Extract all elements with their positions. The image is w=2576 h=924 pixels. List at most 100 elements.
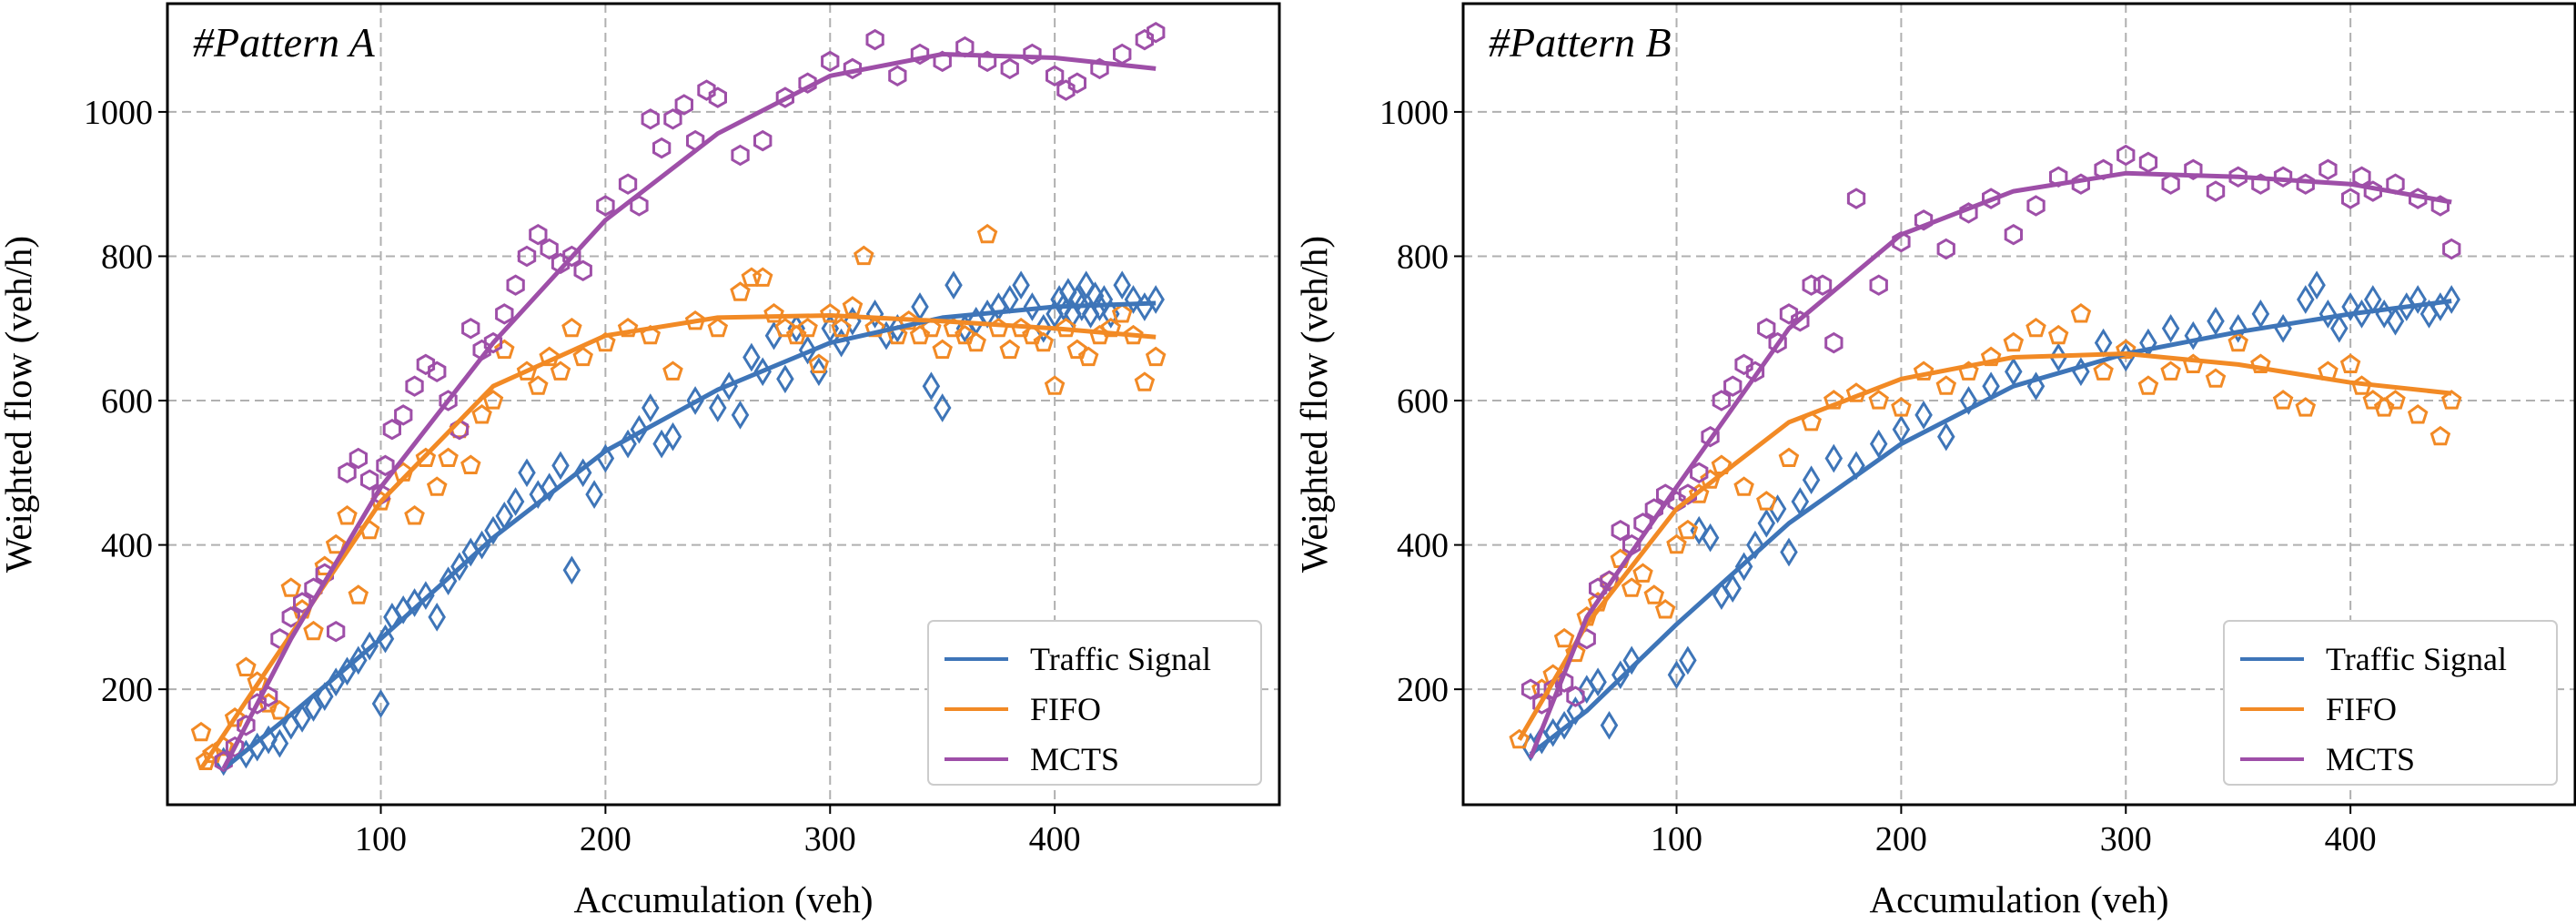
data-point [1937, 421, 1955, 452]
data-point [1723, 375, 1743, 397]
data-point [976, 223, 998, 244]
data-point [1846, 188, 1866, 209]
data-point [1823, 390, 1844, 410]
plot-frame [1461, 2, 2576, 807]
data-point [1621, 577, 1642, 597]
data-point [2228, 313, 2248, 343]
data-point [1869, 274, 1888, 296]
data-point [2025, 317, 2046, 338]
data-point [494, 339, 515, 360]
data-point [225, 736, 245, 758]
legend: Traffic Signal FIFO MCTS [927, 620, 1262, 786]
data-point [1712, 390, 1732, 411]
data-point [528, 375, 549, 395]
data-point [785, 324, 807, 345]
legend-label: MCTS [1030, 741, 1119, 777]
data-point [471, 404, 492, 424]
data-point [2161, 173, 2180, 195]
data-point [2297, 285, 2315, 314]
trend-line-traffic-signal [1529, 299, 2452, 756]
data-point [797, 317, 818, 338]
data-point [820, 303, 841, 323]
data-point [865, 300, 884, 329]
data-point [2373, 397, 2395, 417]
data-point [539, 346, 560, 367]
series-layer [190, 21, 1167, 777]
legend-item-traffic-signal: Traffic Signal [2240, 641, 2507, 677]
data-point [2407, 404, 2429, 424]
data-point [202, 743, 223, 764]
data-point [888, 65, 907, 87]
data-point [483, 331, 503, 354]
data-point [1100, 317, 1122, 338]
data-point [1914, 401, 1933, 430]
y-tick-label: 200 [101, 671, 153, 709]
data-point [2341, 188, 2360, 209]
x-tick-label: 300 [2100, 820, 2152, 858]
data-point [1622, 645, 1641, 675]
x-tick-label: 400 [1029, 820, 1081, 858]
series-layer [1509, 144, 2462, 762]
data-point [965, 331, 986, 352]
data-point [887, 324, 908, 345]
data-point [1022, 324, 1043, 345]
data-point [1701, 523, 1720, 553]
data-point [2003, 331, 2025, 352]
data-point [405, 375, 424, 397]
data-point [2318, 158, 2338, 181]
data-point [910, 43, 930, 66]
panel-title: #Pattern A [193, 19, 376, 66]
x-axis-label: Accumulation (veh) [573, 878, 873, 920]
data-point [338, 462, 357, 484]
data-point [325, 533, 347, 554]
data-point [382, 418, 401, 441]
data-point [1044, 375, 1066, 395]
data-point [394, 404, 413, 426]
data-point [697, 79, 716, 101]
data-point [550, 360, 571, 381]
y-tick-label: 400 [1397, 527, 1449, 565]
data-point [1935, 375, 1957, 395]
data-point [461, 318, 480, 340]
data-point [376, 454, 395, 477]
legend-box [2223, 620, 2558, 786]
legend-label: Traffic Signal [2326, 641, 2507, 677]
data-point [1913, 360, 1935, 381]
x-tick-label: 200 [580, 820, 631, 858]
data-point [1892, 230, 1911, 253]
data-point [281, 606, 300, 628]
data-point [1734, 353, 1753, 376]
data-point [506, 487, 525, 516]
data-point [1113, 270, 1131, 300]
legend-item-fifo: FIFO [2240, 691, 2397, 727]
data-point [742, 342, 761, 372]
data-point [2161, 313, 2180, 343]
data-point [529, 223, 548, 246]
data-point [376, 624, 395, 654]
data-point [327, 620, 346, 643]
data-point [1553, 627, 1575, 648]
data-point [1056, 317, 1076, 338]
data-point [1757, 318, 1776, 340]
data-point [1509, 728, 1530, 749]
data-point [2138, 151, 2158, 174]
data-point [763, 303, 784, 323]
data-point [2137, 375, 2159, 395]
data-point [1824, 443, 1844, 473]
data-point [1780, 537, 1798, 567]
data-point [2430, 425, 2451, 446]
data-point [808, 353, 830, 373]
data-point [518, 458, 536, 488]
data-point [1611, 519, 1630, 542]
data-point [1768, 331, 1787, 354]
data-point [1555, 710, 1573, 740]
data-point [1035, 313, 1053, 343]
data-point [1678, 483, 1697, 505]
legend-label: MCTS [2326, 741, 2415, 777]
data-point [821, 50, 840, 73]
data-point [2251, 300, 2270, 329]
data-point [236, 656, 257, 676]
